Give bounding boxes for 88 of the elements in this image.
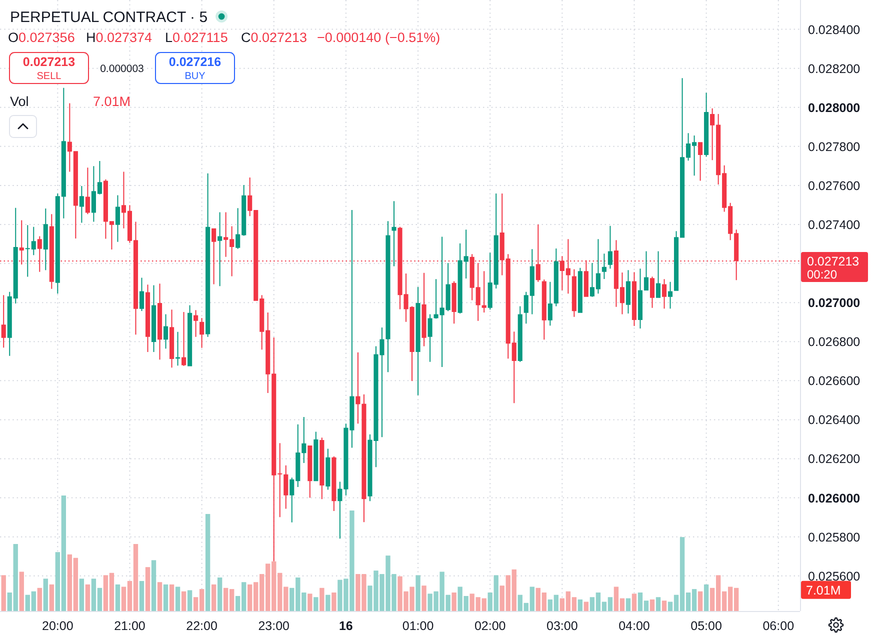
text: 7.01M [806,583,841,598]
candlestick [416,286,420,396]
bar [656,597,661,611]
annotation: O0.027356 [8,30,75,45]
y-tick-label: 0.026200 [808,452,860,466]
candlestick [175,332,180,366]
x-tick-label: 01:00 [402,619,434,633]
candlestick [482,271,486,313]
y-tick-label: 0.027800 [808,140,860,154]
bar [626,598,631,611]
annotation: C0.027213 [241,30,308,45]
candlestick [182,312,186,366]
text: 00:20 [807,267,838,282]
bar [452,592,456,611]
x-tick-label: 23:00 [258,619,290,633]
bar [584,602,589,611]
annotation: BUY [184,71,206,82]
bar [332,592,336,611]
x-tick-label: 03:00 [546,619,578,633]
bar [650,599,655,611]
bar [217,578,222,611]
x-tick-label: 16 [338,619,353,633]
bar [314,597,318,611]
x-tick-label: 21:00 [114,619,146,633]
bar [1,575,6,611]
bar [163,584,168,611]
x-tick-label: 20:00 [42,619,74,633]
candlestick [422,272,426,346]
annotation: Vol [10,94,29,109]
x-tick-label: 04:00 [618,619,650,633]
bar [19,572,24,611]
candlestick [668,282,673,309]
annotation: 7.01M [93,94,131,109]
y-tick-label: 0.027600 [808,178,860,193]
annotation: L0.027115 [165,30,228,45]
bar [320,588,324,611]
x-tick-label: 02:00 [474,619,506,633]
x-tick-label: 22:00 [186,619,218,633]
bar [187,590,192,611]
bar [205,514,210,611]
annotation: H0.027374 [86,30,153,45]
bar [85,584,90,611]
y-tick-label: 0.025600 [808,569,860,584]
bar [151,560,156,611]
bar [43,578,48,611]
bar [308,594,312,611]
text: PERPETUAL CONTRACT · 5 [10,9,208,26]
y-tick-label: 0.026800 [808,335,860,350]
bar [416,575,420,611]
y-tick-label: 0.027000 [808,296,860,310]
y-tick-label: 0.026400 [808,413,860,428]
candlestick [392,201,396,266]
y-tick-label: 0.025800 [808,530,860,544]
annotation: 0.027213 [22,55,76,69]
bar [37,588,42,611]
bar [145,567,150,611]
y-tick-label: 0.027400 [808,218,860,232]
bar [211,584,216,611]
y-tick-label: 0.026000 [808,491,860,506]
x-tick-label: 05:00 [690,619,722,633]
y-tick-label: 0.028400 [808,22,860,37]
annotation: 0.000003 [100,63,144,75]
bar [698,591,703,611]
candlestick [386,221,390,372]
candlestick [428,314,432,362]
annotation: −0.000140 (−0.51%) [317,30,440,45]
bar [704,584,709,611]
bar [169,584,174,611]
bar [157,582,162,611]
bar [326,594,330,611]
y-tick-label: 0.028200 [808,62,860,76]
bar [422,586,426,611]
ref-line-label: 0.027213 [807,254,860,268]
annotation: 0.027216 [168,55,222,69]
bar [175,586,180,611]
bar [578,599,583,611]
bar [139,580,144,611]
y-tick-label: 0.026600 [808,374,860,388]
candlestick [218,212,222,286]
bar [181,591,186,611]
annotation: SELL [36,71,62,82]
y-tick-label: 0.028000 [808,100,860,115]
bar [662,600,667,611]
bar [79,578,84,611]
x-tick-label: 06:00 [762,619,794,633]
bar [115,584,120,611]
bar [632,594,637,611]
bar [49,584,54,611]
